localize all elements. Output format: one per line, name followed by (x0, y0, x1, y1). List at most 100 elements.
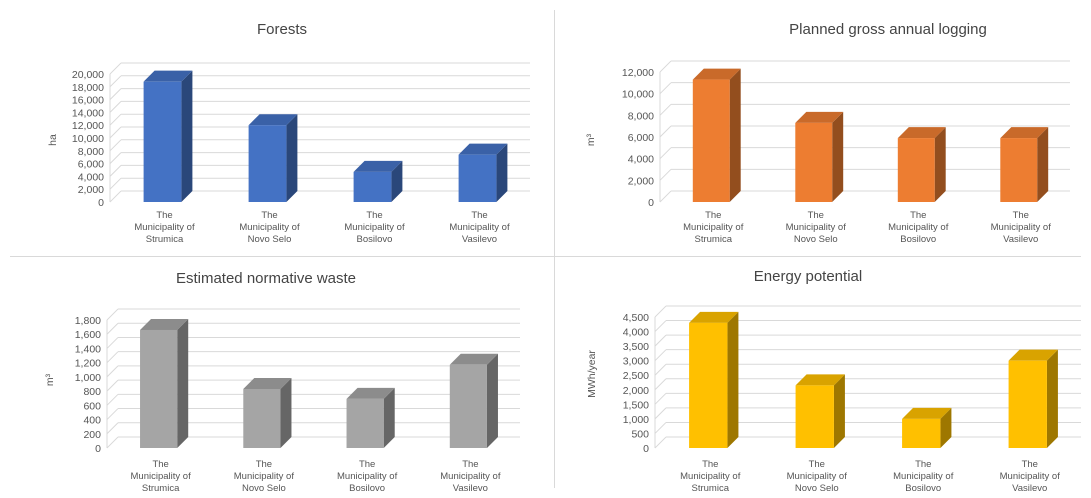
x-tick-label-line: Municipality of (449, 222, 510, 233)
gridline-depth (654, 392, 667, 405)
x-tick-label-line: Municipality of (888, 222, 949, 233)
gridline-depth (659, 103, 672, 116)
chart-svg: Estimated normative waste m³ 0 200 400 600 800… (44, 270, 520, 494)
x-tick-label-line: Municipality of (680, 471, 741, 482)
y-tick-label: 8,000 (628, 110, 654, 122)
x-tick-label: The Municipality of Strumica (134, 210, 195, 245)
gridline-depth (106, 365, 119, 378)
bar-top (140, 318, 189, 330)
gridline-depth (109, 139, 122, 152)
gridline-depth (659, 190, 672, 203)
x-tick-label-line: The (809, 459, 825, 470)
bar-top (902, 407, 952, 419)
y-tick-label: 2,000 (623, 385, 649, 397)
x-tick-label-line: Strumica (142, 483, 180, 494)
x-tick-label: The Municipality of Vasilevo (440, 459, 501, 494)
x-tick-label: The Municipality of Vasilevo (991, 210, 1052, 245)
bar-top (897, 127, 946, 139)
x-tick-label: The Municipality of Novo Selo (787, 459, 848, 494)
bar-top (795, 111, 844, 123)
y-tick-label: 4,500 (623, 312, 649, 324)
gridline-depth (654, 378, 667, 391)
x-tick-label-line: Novo Selo (248, 234, 292, 245)
gridline-depth (106, 322, 119, 335)
y-tick-label: 200 (83, 429, 101, 441)
gridline-depth (106, 393, 119, 406)
bar (689, 322, 728, 448)
chart-svg: Planned gross annual logging m³ 0 2,000 4,00… (585, 21, 1070, 245)
bar-top (689, 311, 739, 323)
y-tick-label: 1,200 (75, 358, 101, 370)
x-tick-label: The Municipality of Bosilovo (893, 459, 954, 494)
y-axis-label: m³ (585, 133, 597, 146)
bar-side (727, 311, 739, 448)
bar-side (486, 353, 498, 448)
bar-side (496, 143, 508, 202)
x-tick-label-line: Vasilevo (1012, 483, 1047, 494)
gridline-depth (106, 337, 119, 349)
bar-top (243, 377, 292, 389)
gridline-depth (109, 113, 122, 126)
x-tick-label-line: The (156, 210, 172, 221)
gridline-depth (109, 190, 122, 203)
gridline-depth (106, 308, 119, 321)
gridline-depth (106, 436, 119, 449)
bar-top (458, 143, 508, 155)
y-tick-label: 6,000 (628, 132, 654, 144)
x-tick-label-line: Municipality of (893, 471, 954, 482)
x-tick-label-line: Novo Selo (794, 234, 838, 245)
x-tick-label-line: Municipality of (239, 222, 300, 233)
x-tick-label-line: The (471, 210, 487, 221)
x-tick-label-line: Strumica (146, 234, 184, 245)
bar (353, 171, 392, 202)
x-tick-label-line: The (261, 210, 277, 221)
gridline-depth (106, 351, 119, 364)
x-tick-label: The Municipality of Strumica (680, 459, 741, 494)
bar (1000, 138, 1038, 202)
y-tick-label: 1,400 (75, 343, 101, 355)
bar-side (391, 160, 403, 202)
y-tick-label: 3,500 (623, 341, 649, 353)
gridline-depth (654, 349, 667, 362)
gridline-depth (654, 363, 667, 376)
y-tick-label: 500 (631, 428, 649, 440)
bar-side (177, 318, 189, 448)
y-tick-label: 4,000 (623, 327, 649, 339)
y-tick-label: 10,000 (72, 133, 104, 145)
x-tick-label-line: The (808, 210, 824, 221)
bar-top (795, 374, 845, 386)
x-tick-label-line: Novo Selo (795, 483, 839, 494)
divider-horizontal (10, 256, 1081, 257)
x-tick-label: The Municipality of Vasilevo (449, 210, 510, 245)
bar-top (353, 160, 403, 172)
x-tick-label-line: The (1022, 459, 1038, 470)
gridline-depth (659, 60, 672, 73)
y-tick-label: 0 (95, 443, 101, 455)
x-tick-label-line: The (705, 210, 721, 221)
gridline-depth (654, 320, 667, 332)
gridline-depth (654, 407, 667, 420)
y-tick-label: 4,000 (78, 171, 104, 183)
bar (449, 364, 487, 448)
bar-side (832, 111, 844, 202)
bar-top (143, 70, 193, 82)
y-tick-label: 0 (648, 197, 654, 209)
chart-title: Planned gross annual logging (789, 21, 987, 38)
bar (140, 329, 178, 448)
gridline-depth (109, 152, 122, 164)
gridline-depth (109, 75, 122, 88)
y-tick-label: 1,600 (75, 329, 101, 341)
y-tick-label: 0 (643, 443, 649, 455)
y-tick-label: 600 (83, 400, 101, 412)
y-tick-label: 800 (83, 386, 101, 398)
y-tick-label: 1,000 (75, 372, 101, 384)
x-tick-label: The Municipality of Bosilovo (344, 210, 405, 245)
bar (458, 154, 497, 202)
bar-side (1037, 127, 1049, 202)
gridline-depth (654, 305, 667, 318)
chart-energy-potential: Energy potential MWh/year 0 500 1,000 1,500 2,… (546, 256, 1091, 498)
y-tick-label: 16,000 (72, 95, 104, 107)
bar-side (940, 407, 952, 448)
x-tick-label: The Municipality of Bosilovo (888, 210, 949, 245)
